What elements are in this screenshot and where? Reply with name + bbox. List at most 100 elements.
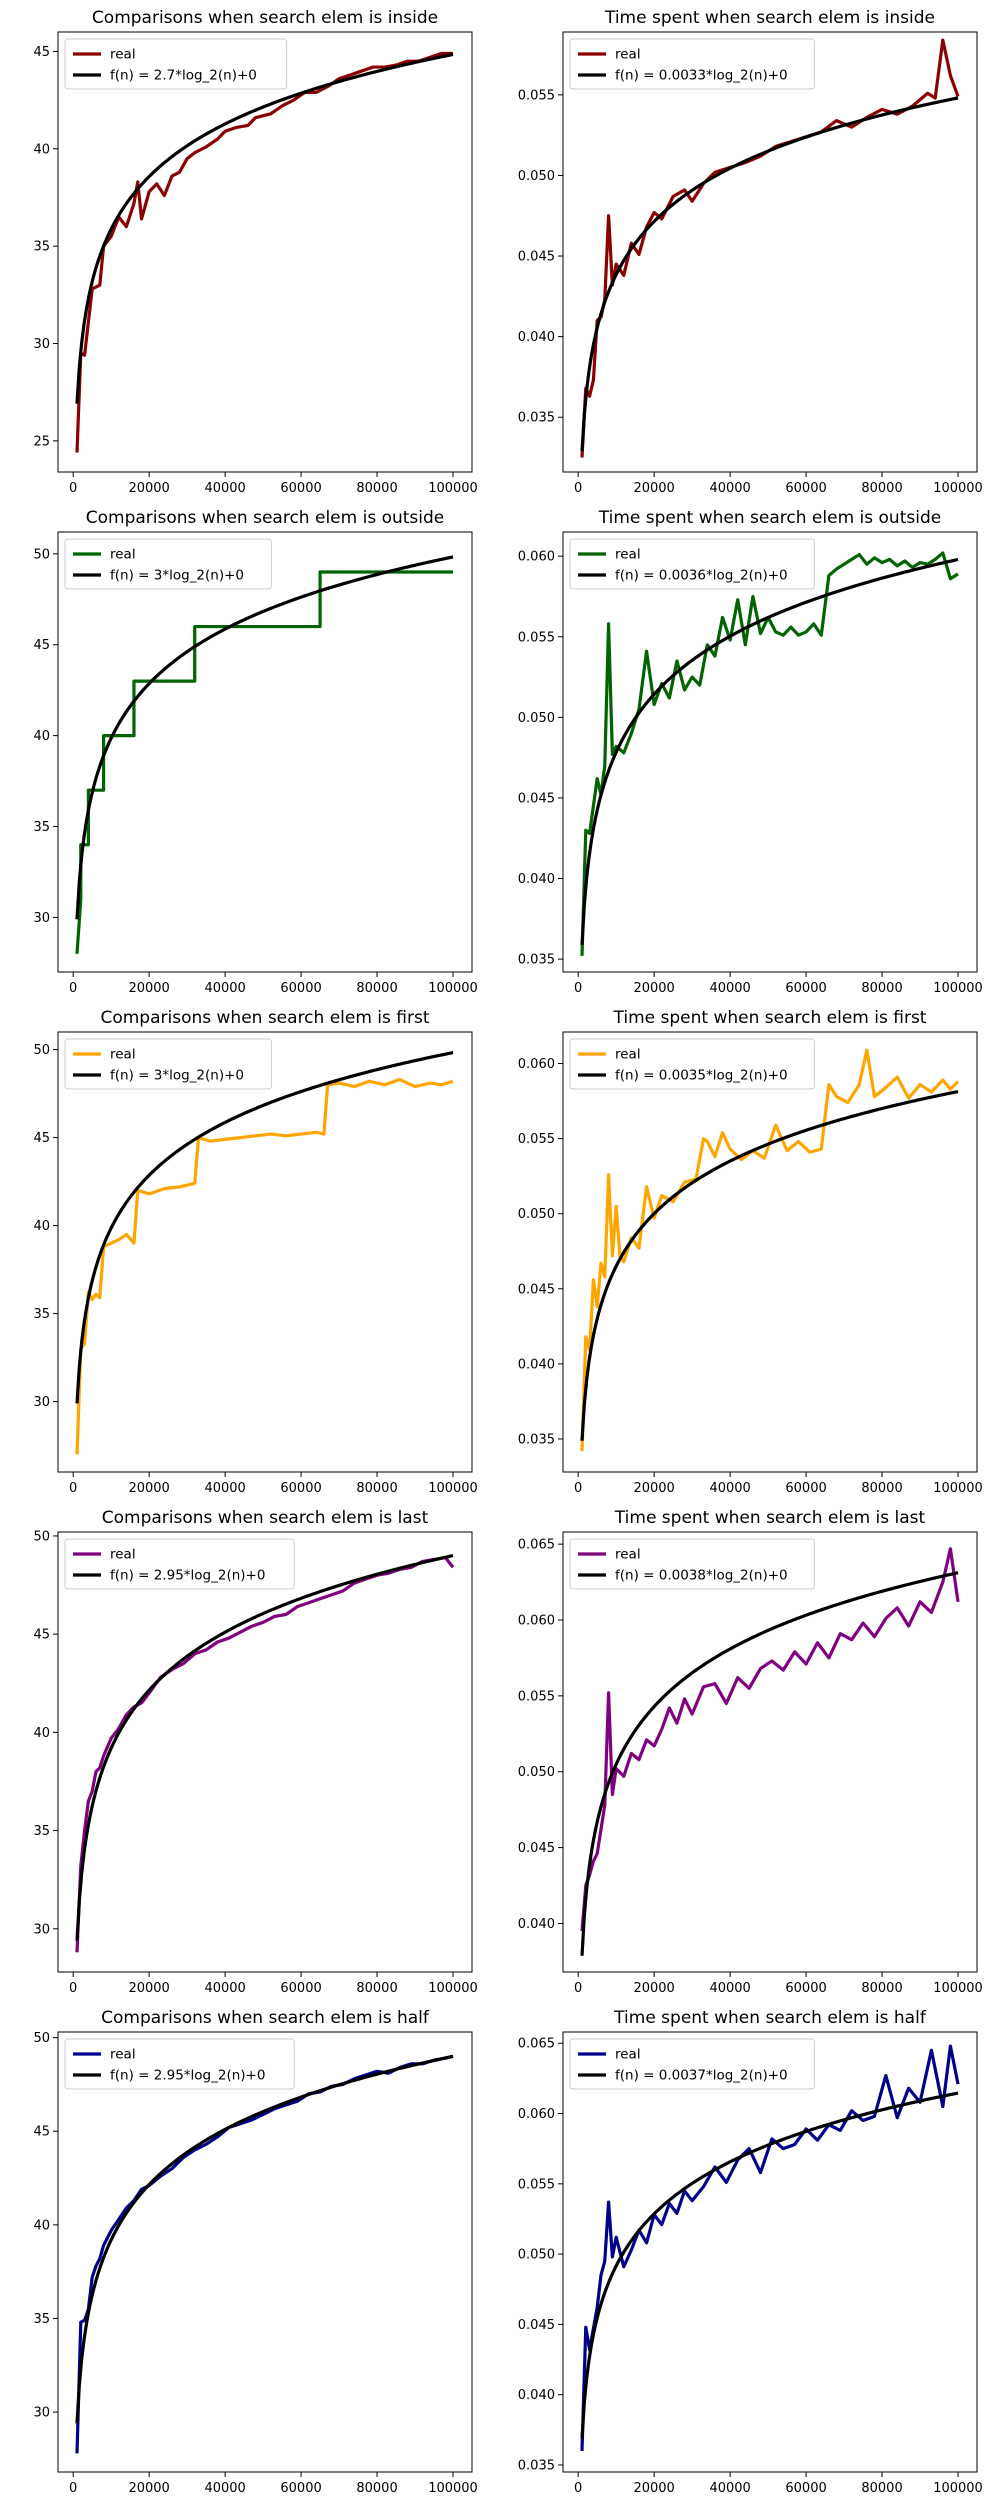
y-tick-label: 0.040 (518, 2388, 555, 2403)
fit-line (580, 557, 959, 946)
fit-line (580, 1571, 959, 1956)
subplot-9: Comparisons when search elem is half 0 200… (33, 2008, 477, 2496)
x-tick-label: 0 (69, 481, 77, 496)
fit-line (75, 2054, 454, 2424)
legend-label: f(n) = 3*log_2(n)+0 (110, 568, 244, 584)
y-tick-label: 0.050 (518, 1207, 555, 1222)
legend-box (569, 38, 815, 90)
x-tick-label: 20000 (633, 2481, 674, 2496)
plot-area (58, 2032, 472, 2472)
legend-box (64, 38, 288, 90)
x-tick-label: 20000 (128, 2481, 169, 2496)
subplot-3: Comparisons when search elem is outside 0… (33, 508, 477, 996)
chart-title: Time spent when search elem is last (614, 1508, 926, 1528)
plot-area (58, 532, 472, 972)
axes-frame (562, 2031, 978, 2473)
legend-label: real (110, 547, 136, 563)
fit-line (580, 1089, 959, 1441)
y-tick-label: 0.060 (518, 1057, 555, 1072)
series-layer (580, 1547, 960, 1956)
legend-label: f(n) = 2.95*log_2(n)+0 (110, 2068, 265, 2084)
plot-area (58, 32, 472, 472)
legend: real f(n) = 0.0033*log_2(n)+0 (569, 38, 815, 90)
y-tick-label: 0.035 (518, 1432, 555, 1447)
y-tick-label: 0.065 (518, 1538, 555, 1553)
legend: real f(n) = 0.0037*log_2(n)+0 (569, 2038, 815, 2090)
x-tick-label: 20000 (128, 981, 169, 996)
y-tick-label: 0.040 (518, 1357, 555, 1372)
subplot-4: Time spent when search elem is outside 0 2… (518, 508, 983, 996)
legend-label: real (615, 1047, 641, 1063)
y-tick-label: 0.050 (518, 169, 555, 184)
chart-title: Time spent when search elem is outside (598, 508, 941, 528)
x-tick-label: 0 (69, 981, 77, 996)
x-tick-label: 0 (69, 1481, 77, 1496)
x-tick-label: 60000 (785, 1481, 826, 1496)
x-tick-label: 80000 (356, 481, 397, 496)
x-tick-label: 100000 (428, 1981, 478, 1996)
y-tick-label: 0.045 (518, 791, 555, 806)
legend: real f(n) = 2.95*log_2(n)+0 (64, 1538, 295, 1590)
x-tick-label: 20000 (633, 1481, 674, 1496)
legend-label: f(n) = 2.95*log_2(n)+0 (110, 1568, 265, 1584)
x-tick-label: 100000 (428, 481, 478, 496)
x-tick-label: 100000 (933, 981, 983, 996)
legend: real f(n) = 0.0038*log_2(n)+0 (569, 1538, 815, 1590)
legend-label: f(n) = 0.0037*log_2(n)+0 (615, 2068, 788, 2084)
chart-title: Time spent when search elem is inside (604, 8, 935, 28)
legend-box (569, 538, 815, 590)
y-tick-label: 0.055 (518, 1689, 555, 1704)
x-tick-label: 100000 (933, 1981, 983, 1996)
y-tick-label: 45 (33, 2125, 50, 2140)
series-layer (75, 51, 454, 453)
real-series-line (580, 1547, 960, 1932)
legend-label: real (615, 1547, 641, 1563)
y-tick-label: 0.045 (518, 250, 555, 265)
y-tick-label: 40 (33, 1219, 50, 1234)
fit-line (75, 1554, 454, 1941)
y-tick-label: 30 (33, 1395, 50, 1410)
x-tick-label: 60000 (280, 981, 321, 996)
axes-frame (57, 31, 473, 473)
legend-label: f(n) = 3*log_2(n)+0 (110, 1068, 244, 1084)
legend: real f(n) = 2.95*log_2(n)+0 (64, 2038, 295, 2090)
y-tick-label: 0.050 (518, 2248, 555, 2263)
real-series-line (580, 551, 959, 956)
axes-frame (57, 2031, 473, 2473)
plot-area (58, 1532, 472, 1972)
x-tick-label: 40000 (204, 481, 245, 496)
axes-frame (562, 531, 978, 973)
x-tick-label: 80000 (861, 2481, 902, 2496)
x-tick-label: 40000 (204, 2481, 245, 2496)
x-tick-label: 80000 (861, 981, 902, 996)
y-tick-label: 45 (33, 1131, 50, 1146)
legend-box (569, 2038, 815, 2090)
chart-title: Comparisons when search elem is inside (92, 8, 438, 28)
y-tick-label: 0.045 (518, 1282, 555, 1297)
axes-frame (57, 1531, 473, 1973)
chart-title: Time spent when search elem is first (613, 1008, 927, 1028)
series-layer (75, 555, 454, 954)
fit-line (580, 2091, 959, 2439)
x-tick-label: 0 (574, 1981, 582, 1996)
series-layer (580, 551, 959, 956)
y-tick-label: 40 (33, 1726, 50, 1741)
plot-area (563, 532, 977, 972)
legend-label: real (110, 2047, 136, 2063)
x-tick-label: 0 (574, 981, 582, 996)
real-series-line (580, 1048, 960, 1452)
y-tick-label: 35 (33, 240, 50, 255)
x-tick-label: 20000 (633, 481, 674, 496)
subplot-8: Time spent when search elem is last 0 2000… (518, 1508, 983, 1996)
y-tick-label: 35 (33, 2312, 50, 2327)
x-tick-label: 100000 (933, 1481, 983, 1496)
y-tick-label: 0.035 (518, 411, 555, 426)
y-tick-label: 35 (33, 1824, 50, 1839)
legend-label: real (615, 2047, 641, 2063)
x-tick-label: 60000 (280, 2481, 321, 2496)
chart-title: Comparisons when search elem is outside (86, 508, 445, 528)
y-tick-label: 50 (33, 547, 50, 562)
y-tick-label: 30 (33, 911, 50, 926)
y-tick-label: 0.035 (518, 2458, 555, 2473)
x-tick-label: 20000 (633, 981, 674, 996)
